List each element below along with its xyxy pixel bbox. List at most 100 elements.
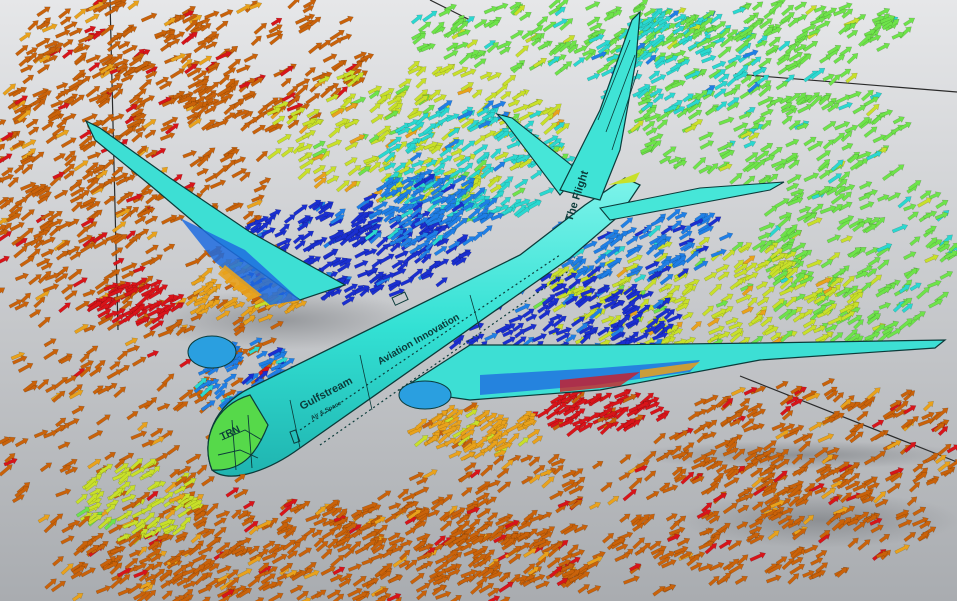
flow-arrow (737, 504, 750, 514)
flow-arrow (115, 58, 130, 67)
flow-arrow (50, 99, 65, 109)
flow-arrow (921, 411, 935, 421)
flow-arrow (22, 74, 35, 85)
flow-arrow (10, 351, 26, 361)
flow-arrow (181, 58, 193, 70)
flow-arrow (589, 22, 603, 32)
flow-arrow (0, 132, 14, 142)
flow-arrow (218, 74, 231, 86)
flow-arrow (110, 113, 125, 122)
flow-arrow (496, 40, 513, 51)
flow-arrow (271, 115, 286, 126)
flow-arrow (40, 236, 56, 246)
flow-arrow (388, 502, 402, 511)
flow-arrow (69, 94, 85, 107)
flow-arrow (376, 490, 392, 502)
flow-arrow (266, 148, 282, 160)
flow-arrow (40, 210, 56, 221)
flow-arrow (85, 54, 102, 64)
flow-arrow (55, 488, 72, 498)
flow-arrow (389, 574, 404, 583)
flow-arrow (430, 21, 445, 35)
flow-arrow (343, 69, 356, 78)
flow-arrow (552, 18, 569, 29)
flow-arrow (201, 528, 216, 539)
flow-arrow (749, 551, 766, 562)
flow-arrow (708, 575, 720, 587)
flow-arrow (17, 362, 34, 373)
flow-arrow (729, 172, 743, 185)
flow-arrow (264, 566, 278, 576)
flow-arrow (134, 215, 147, 225)
flow-arrow (250, 35, 262, 47)
flow-arrow (548, 0, 562, 10)
flow-arrow (54, 417, 67, 428)
flow-arrow (240, 122, 251, 132)
flow-arrow (179, 95, 193, 104)
flow-arrow (1, 436, 16, 447)
flow-arrow (693, 398, 707, 407)
flow-arrow (84, 13, 100, 24)
flow-arrow (232, 316, 245, 327)
flow-arrow (946, 444, 957, 454)
flow-arrow (169, 68, 186, 79)
flow-arrow (52, 125, 66, 137)
flow-arrow (900, 419, 914, 430)
flow-arrow (591, 460, 604, 470)
flow-arrow (67, 268, 83, 281)
flow-arrow (92, 164, 105, 173)
flow-arrow (903, 441, 917, 454)
flow-arrow (225, 78, 236, 89)
flow-arrow (404, 559, 418, 571)
flow-arrow (61, 49, 74, 60)
flow-arrow (659, 155, 672, 165)
flow-arrow (95, 585, 112, 595)
flow-arrow (727, 540, 743, 551)
flow-arrow (176, 577, 190, 587)
flow-arrow (823, 386, 838, 397)
flow-arrow (115, 63, 129, 72)
flow-arrow (128, 95, 141, 105)
flow-arrow (468, 530, 481, 539)
flow-arrow (0, 173, 15, 183)
flow-arrow (128, 233, 143, 244)
flow-arrow (270, 320, 284, 331)
flow-arrow (131, 52, 146, 62)
flow-arrow (144, 573, 158, 582)
flow-arrow (220, 93, 234, 102)
flow-arrow (20, 292, 32, 304)
flow-arrow (566, 40, 578, 51)
flow-arrow (149, 320, 165, 332)
flow-arrow (492, 455, 505, 466)
flow-arrow (0, 287, 6, 298)
flow-arrow (266, 29, 284, 39)
flow-arrow (335, 180, 350, 193)
flow-arrow (306, 118, 323, 130)
flow-arrow (428, 142, 444, 152)
flow-arrow (465, 39, 479, 49)
flow-arrow (153, 29, 168, 38)
flow-arrow (184, 31, 198, 43)
flow-arrow (917, 417, 935, 427)
flow-arrow (463, 462, 477, 472)
flow-arrow (111, 166, 124, 178)
flow-arrow (94, 359, 106, 370)
flow-arrow (169, 214, 185, 224)
flow-arrow (70, 186, 86, 198)
flow-arrow (925, 452, 940, 463)
flow-arrow (2, 83, 17, 96)
flow-arrow (849, 431, 864, 444)
flow-arrow (240, 110, 254, 120)
flow-arrow (653, 432, 666, 445)
flow-arrow (28, 274, 42, 286)
flow-arrow (496, 481, 512, 494)
flow-arrow (817, 433, 835, 443)
flow-arrow (144, 149, 158, 159)
flow-arrow (555, 0, 569, 10)
flow-arrow (219, 9, 234, 18)
flow-arrow (80, 360, 95, 370)
flow-arrow (552, 464, 564, 476)
flow-arrow (155, 76, 170, 86)
